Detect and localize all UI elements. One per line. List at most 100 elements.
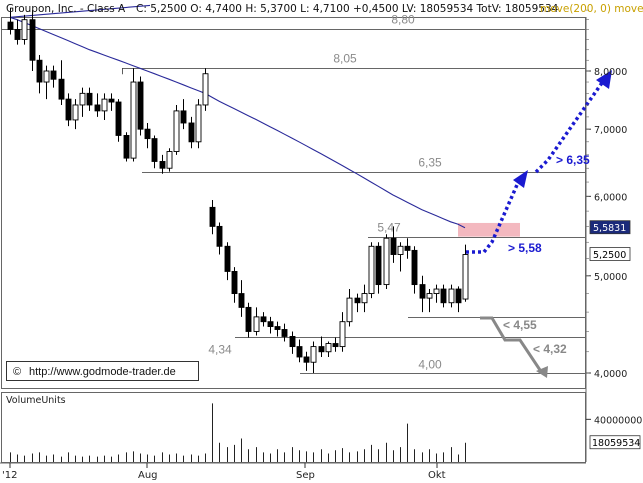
candle-body-up bbox=[339, 321, 346, 348]
candle-body-down bbox=[419, 284, 426, 299]
candle bbox=[86, 87, 93, 111]
target-label-2: > 6,35 bbox=[556, 153, 590, 167]
candle bbox=[390, 226, 397, 263]
last-price-label: 5,2500 bbox=[593, 250, 626, 261]
candle-body-up bbox=[346, 297, 353, 323]
symbol-title: Groupon, Inc. - Class A bbox=[6, 3, 126, 15]
candle-body-down bbox=[65, 98, 72, 121]
candle bbox=[253, 307, 260, 336]
candle bbox=[419, 275, 426, 313]
candle-body-down bbox=[274, 326, 281, 330]
candle bbox=[245, 302, 252, 338]
candle-body-down bbox=[354, 297, 361, 304]
target-zone-rect bbox=[458, 222, 520, 237]
candle-body-up bbox=[253, 316, 260, 332]
candle-body-up bbox=[462, 254, 469, 300]
candle-body-down bbox=[7, 21, 14, 30]
candle-body-down bbox=[224, 245, 231, 272]
candle bbox=[440, 284, 447, 308]
candle-body-up bbox=[195, 104, 202, 143]
y-tick-label: 7,0000 bbox=[594, 125, 627, 136]
level-label: 6,35 bbox=[418, 156, 442, 170]
candle bbox=[310, 341, 317, 373]
volume-last-label: 18059534 bbox=[592, 438, 640, 449]
candle-body-up bbox=[79, 92, 86, 106]
candle-body-down bbox=[231, 270, 238, 295]
candle bbox=[72, 99, 79, 130]
level-label: 5,47 bbox=[377, 221, 401, 235]
candle-body-down bbox=[318, 346, 325, 353]
candle bbox=[455, 286, 462, 313]
candle bbox=[65, 93, 72, 127]
volume-last-badge bbox=[589, 435, 641, 450]
candle-body-down bbox=[260, 316, 267, 323]
candle bbox=[231, 267, 238, 303]
candle-body-down bbox=[390, 237, 397, 255]
candle-body-down bbox=[123, 134, 130, 159]
candle-body-down bbox=[303, 356, 310, 363]
level-label: 8,80 bbox=[391, 13, 415, 27]
x-tick-label: Sep bbox=[296, 470, 315, 481]
candle bbox=[224, 242, 231, 281]
moving-average-line bbox=[9, 4, 466, 229]
y-tick-label: 5,0000 bbox=[594, 272, 627, 283]
watermark-url: http://www.godmode-trader.de bbox=[29, 366, 176, 378]
candle bbox=[195, 99, 202, 149]
level-label: 8,05 bbox=[333, 52, 357, 66]
candle-body-up bbox=[166, 151, 173, 169]
watermark-box bbox=[6, 361, 199, 381]
candle bbox=[375, 242, 382, 294]
down-target-label-1: < 4,55 bbox=[503, 318, 537, 332]
candle bbox=[166, 148, 173, 172]
candle bbox=[151, 135, 158, 169]
up-arrow-1-head bbox=[513, 170, 528, 188]
x-tick-label: '12 bbox=[2, 470, 17, 481]
candle bbox=[21, 14, 28, 45]
candle bbox=[209, 199, 216, 235]
candle-body-down bbox=[411, 249, 418, 286]
candle bbox=[462, 244, 469, 302]
candle bbox=[296, 339, 303, 363]
candle-body-down bbox=[281, 329, 288, 337]
candle-body-down bbox=[108, 98, 115, 103]
candle bbox=[274, 321, 281, 337]
candle-body-down bbox=[14, 29, 21, 40]
candle bbox=[332, 337, 339, 352]
y-tick-label: 6,0000 bbox=[594, 192, 627, 203]
candle-body-down bbox=[245, 306, 252, 332]
candle bbox=[368, 242, 375, 299]
ma-price-label: 5,5831 bbox=[593, 223, 626, 234]
candle-body-up bbox=[426, 293, 433, 299]
candle bbox=[404, 238, 411, 259]
candle-body-up bbox=[43, 70, 50, 83]
candle-body-up bbox=[325, 343, 332, 353]
candle-body-up bbox=[72, 104, 79, 121]
candle bbox=[144, 122, 151, 149]
candle-body-down bbox=[188, 122, 195, 143]
candle-body-down bbox=[375, 245, 382, 286]
candle bbox=[260, 312, 267, 327]
candle-body-up bbox=[433, 288, 440, 295]
candle-body-down bbox=[36, 59, 43, 83]
candle-body-down bbox=[440, 288, 447, 304]
candle-body-down bbox=[238, 293, 245, 308]
candle bbox=[108, 93, 115, 111]
candle bbox=[448, 284, 455, 308]
candle-body-down bbox=[50, 70, 57, 80]
candle bbox=[50, 65, 57, 88]
down-path-head bbox=[536, 366, 548, 378]
candle bbox=[216, 222, 223, 255]
candle-body-down bbox=[151, 138, 158, 162]
y-tick-label: 8,0000 bbox=[594, 67, 627, 78]
x-tick-label: Aug bbox=[138, 470, 158, 481]
candle bbox=[115, 99, 122, 142]
candle bbox=[188, 116, 195, 149]
candle bbox=[267, 316, 274, 334]
candle-body-down bbox=[267, 321, 274, 328]
candle bbox=[325, 341, 332, 357]
down-path-line bbox=[480, 316, 544, 374]
volume-panel-label: VolumeUnits bbox=[6, 395, 66, 406]
up-arrow-1-line bbox=[466, 177, 522, 254]
candle bbox=[130, 68, 137, 162]
